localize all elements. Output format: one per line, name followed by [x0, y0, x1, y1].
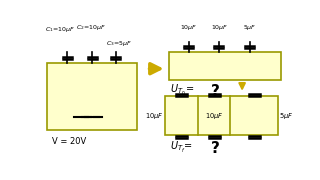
Text: $5\mu F$: $5\mu F$ — [243, 23, 257, 32]
Text: $10\mu F$: $10\mu F$ — [205, 111, 224, 121]
Text: $5\mu F$: $5\mu F$ — [279, 111, 294, 121]
Text: $C_1\!=\!10\mu F$: $C_1\!=\!10\mu F$ — [45, 25, 76, 34]
Text: $U_{T_f}\!=\!$: $U_{T_f}\!=\!$ — [170, 140, 193, 155]
Text: $\bf{?}$: $\bf{?}$ — [210, 140, 220, 156]
Text: $U_{T_0}\!=\!$: $U_{T_0}\!=\!$ — [170, 83, 195, 98]
Text: $C_2\!=\!10\mu F$: $C_2\!=\!10\mu F$ — [76, 23, 107, 32]
Bar — [165, 96, 278, 135]
Text: $10\mu F$: $10\mu F$ — [146, 111, 164, 121]
Text: $\bf{?}$: $\bf{?}$ — [210, 83, 220, 99]
Text: $10\mu F$: $10\mu F$ — [211, 23, 228, 32]
Text: $C_3\!=\!5\mu F$: $C_3\!=\!5\mu F$ — [106, 39, 132, 48]
Text: V = 20V: V = 20V — [52, 137, 87, 146]
Text: $10\mu F$: $10\mu F$ — [180, 23, 198, 32]
Bar — [169, 52, 281, 80]
Bar — [47, 63, 137, 130]
